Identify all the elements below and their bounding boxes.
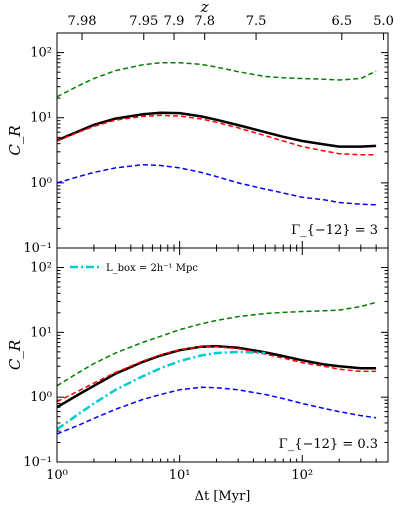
series-line-0 — [57, 301, 377, 387]
series-line-1 — [57, 345, 377, 409]
y-tick-label: 10⁻¹ — [23, 455, 52, 470]
panel-frame — [56, 247, 389, 463]
x-axis-label: Δt [Myr] — [195, 489, 251, 504]
x-tick-label: 10¹ — [169, 468, 191, 483]
y-tick-label: 10² — [30, 46, 52, 61]
top-axis-tick-label: 6.5 — [331, 14, 352, 29]
series-line-2 — [57, 114, 377, 156]
x-tick-label: 10² — [291, 468, 313, 483]
top-axis-tick-label: 7.5 — [246, 14, 267, 29]
top-axis-tick-label: 7.98 — [68, 14, 97, 29]
y-tick-label: 10⁰ — [30, 176, 52, 191]
y-tick-label: 10¹ — [30, 111, 52, 126]
series-line-3 — [57, 350, 266, 431]
top-panel: 10⁻¹ 10⁰ 10¹ 10² C_R Γ_{−12} = 3 7.98 7.95 7.9 7.… — [6, 0, 394, 256]
series-line-2 — [57, 345, 377, 403]
panel-frame — [56, 32, 389, 249]
top-axis-label: z — [200, 0, 209, 16]
top-axis-tick-label: 7.9 — [164, 14, 185, 29]
y-axis-label: C_R — [6, 340, 24, 370]
top-axis-tick-label: 5.0 — [373, 14, 394, 29]
series-line-1 — [57, 111, 377, 148]
x-tick-label: 10⁰ — [46, 468, 68, 483]
y-tick-label: 10⁻¹ — [23, 241, 52, 256]
series-line-4 — [57, 386, 377, 435]
series-line-3 — [57, 163, 377, 206]
y-tick-label: 10¹ — [30, 325, 52, 340]
series-line-0 — [57, 61, 377, 98]
panel-annotation: Γ_{−12} = 0.3 — [279, 437, 378, 452]
legend-label: L_box = 2h⁻¹ Mpc — [106, 263, 198, 274]
panel-annotation: Γ_{−12} = 3 — [291, 223, 378, 238]
y-tick-label: 10² — [30, 261, 52, 276]
top-axis-tick-label: 7.8 — [194, 14, 215, 29]
top-axis-tick-label: 7.95 — [129, 14, 158, 29]
y-axis-label: C_R — [6, 125, 24, 155]
y-tick-label: 10⁰ — [30, 390, 52, 405]
